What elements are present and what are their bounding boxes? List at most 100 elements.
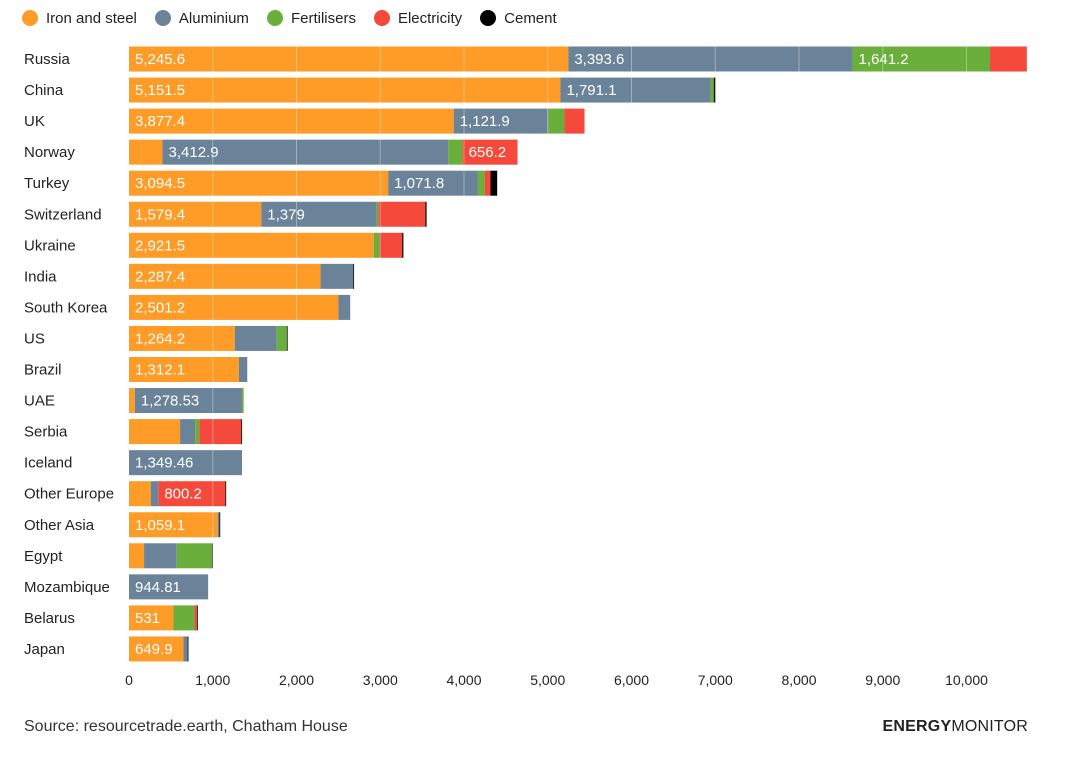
bar-segment (241, 388, 244, 414)
bar-segment (180, 419, 196, 445)
bar-segment (379, 232, 403, 258)
data-label: 1,349.46 (135, 455, 193, 472)
category-label: Egypt (24, 548, 63, 565)
bar-segment (195, 419, 200, 445)
bar-segment (129, 419, 181, 445)
x-tick-label: 6,000 (614, 672, 649, 688)
bar-segment (547, 108, 565, 134)
data-label: 3,094.5 (135, 175, 185, 192)
category-label: Belarus (24, 610, 75, 627)
category-label: UK (24, 113, 45, 130)
bar-segment (373, 232, 380, 258)
category-label: UAE (24, 393, 55, 410)
bar-segment (989, 46, 1027, 72)
data-label: 2,921.5 (135, 237, 185, 254)
bar-segment (129, 108, 454, 134)
bar-segment (199, 419, 242, 445)
data-label: 656.2 (469, 144, 507, 161)
category-label: Iceland (24, 455, 72, 472)
data-label: 1,791.1 (566, 82, 616, 99)
x-tick-label: 7,000 (698, 672, 733, 688)
bar-segment (477, 170, 485, 196)
brand-logo-light: MONITOR (951, 718, 1028, 735)
data-label: 2,501.2 (135, 299, 185, 316)
x-tick-label: 5,000 (530, 672, 565, 688)
data-label: 2,287.4 (135, 268, 185, 285)
bar-segment (238, 357, 248, 382)
data-label: 649.9 (135, 641, 173, 658)
bar-segment (852, 46, 990, 72)
bar-segment (484, 170, 491, 196)
bar-segment (353, 263, 355, 289)
legend-label: Aluminium (178, 9, 249, 27)
bar-segment (490, 170, 498, 196)
category-label: Mozambique (24, 579, 110, 596)
bar-segment (129, 170, 389, 196)
legend-item: Aluminium (154, 9, 249, 27)
category-label: Switzerland (24, 206, 102, 223)
bar-segment (194, 605, 197, 631)
legend-label: Cement (504, 9, 557, 27)
bar-segment (388, 170, 478, 196)
category-label: Turkey (24, 175, 70, 192)
bar-segment (129, 481, 151, 507)
brand-logo: ENERGYMONITOR (883, 718, 1028, 736)
bar-segment (158, 481, 226, 507)
x-tick-label: 10,000 (945, 672, 988, 688)
bar-segment (129, 201, 262, 227)
bar-segment (129, 388, 135, 414)
legend-item: Fertilisers (266, 10, 356, 27)
x-tick-label: 9,000 (865, 672, 900, 688)
x-tick-label: 8,000 (781, 672, 816, 688)
category-label: Brazil (24, 362, 62, 379)
source-note: Source: resourcetrade.earth, Chatham Hou… (24, 718, 348, 735)
x-tick-label: 0 (125, 672, 133, 688)
bar-segment (129, 636, 184, 662)
bar-segment (129, 294, 339, 320)
x-tick-label: 3,000 (363, 672, 398, 688)
bar-segment (129, 450, 243, 476)
category-label: Japan (24, 641, 65, 658)
category-label: South Korea (24, 299, 108, 316)
bar-segment (211, 543, 213, 569)
bar-segment (710, 77, 714, 103)
data-label: 3,877.4 (135, 113, 185, 130)
category-label: Other Europe (24, 486, 114, 503)
bar-segment (376, 201, 379, 227)
data-label: 531 (135, 610, 160, 627)
x-tick-label: 1,000 (195, 672, 230, 688)
legend-label: Electricity (397, 9, 463, 27)
bar-segment (129, 232, 374, 258)
bar-segment (378, 201, 426, 227)
bar-segment (453, 108, 548, 134)
data-label: 1,379 (267, 206, 305, 223)
x-tick-label: 2,000 (279, 672, 314, 688)
bar-segment (150, 481, 159, 507)
data-label: 1,264.2 (135, 330, 185, 347)
data-label: 1,121.9 (460, 113, 510, 130)
bar-segment (183, 636, 188, 662)
bar-segment (286, 325, 288, 351)
bar-segment (129, 325, 235, 351)
data-label: 5,245.6 (135, 51, 185, 68)
data-label: 1,071.8 (394, 175, 444, 192)
data-label: 800.2 (164, 486, 202, 503)
bar-segment (129, 263, 321, 289)
bar-segment (713, 77, 716, 103)
legend-swatch (154, 10, 171, 26)
legend-swatch (373, 10, 390, 26)
bar-segment (196, 605, 198, 631)
data-label: 1,641.2 (859, 51, 909, 68)
bar-segment (241, 419, 243, 445)
category-label: Russia (24, 51, 71, 68)
legend: Iron and steel Aluminium Fertilisers Electr… (22, 8, 557, 28)
data-label: 5,151.5 (135, 82, 185, 99)
bar-segment (338, 294, 351, 320)
data-label: 1,278.53 (141, 393, 199, 410)
bar-segment (320, 263, 354, 289)
legend-item: Electricity (373, 9, 463, 27)
bar-segment (129, 605, 174, 631)
category-label: Other Asia (24, 517, 95, 534)
data-label: 1,059.1 (135, 517, 185, 534)
data-label: 3,393.6 (574, 51, 624, 68)
